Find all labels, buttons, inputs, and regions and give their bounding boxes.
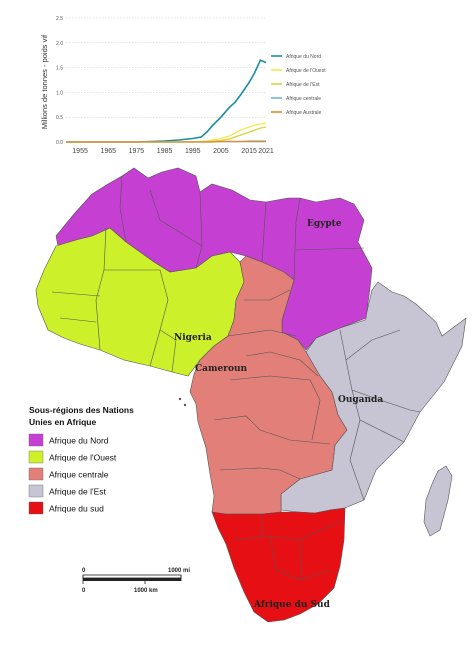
map-label-ouganda: Ouganda xyxy=(338,395,383,405)
chart-gridlines xyxy=(66,17,266,118)
map-label-nigeria: Nigeria xyxy=(174,333,212,343)
map-label-egypte: Egypte xyxy=(307,219,342,229)
chart-x-tick-label: 1975 xyxy=(129,148,145,155)
map-legend: Sous-régions des Nations Unies en Afriqu… xyxy=(28,405,134,515)
region-afrique-sud xyxy=(211,507,346,623)
scale-bar-km xyxy=(83,578,181,581)
madagascar xyxy=(423,465,453,537)
chart-x-tick-label: 1965 xyxy=(100,148,116,155)
chart-legend: Afrique du Nord Afrique de l'Ouest Afrique… xyxy=(271,54,326,116)
scale-zero-bottom: 0 xyxy=(82,588,86,594)
legend-item-label: Afrique de l'Est xyxy=(49,487,107,497)
legend-item-label: Afrique du Nord xyxy=(49,436,109,446)
chart-legend-label: Afrique Australe xyxy=(286,110,322,116)
chart-x-tick-label: 2015 xyxy=(241,148,257,155)
legend-item-label: Afrique du sud xyxy=(49,504,104,514)
scale-km-label: 1000 km xyxy=(134,588,158,594)
chart-series-line xyxy=(66,140,266,143)
africa-map: Egypte Nigeria Cameroun Ouganda Afrique … xyxy=(35,167,467,623)
chart-legend-label: Afrique centrale xyxy=(286,96,321,102)
chart-legend-label: Afrique de l'Ouest xyxy=(286,68,326,74)
chart-series-line xyxy=(66,126,267,143)
scale-mi-label: 1000 mi xyxy=(168,568,190,574)
scale-zero-top: 0 xyxy=(82,568,86,574)
chart-x-tick-label: 1955 xyxy=(72,148,88,155)
chart-x-tick-label: 1995 xyxy=(185,148,201,155)
chart-series-line xyxy=(66,122,267,143)
legend-title-line1: Sous-régions des Nations xyxy=(29,405,134,415)
island-dot xyxy=(183,403,187,407)
chart-y-tick-label: 2.5 xyxy=(56,16,63,22)
chart-legend-label: Afrique de l'Est xyxy=(286,82,320,88)
chart-y-tick-labels: 0.0 0.5 1.0 1.5 2.0 2.5 xyxy=(56,16,63,146)
chart-legend-label: Afrique du Nord xyxy=(286,54,321,60)
chart-x-tick-label: 2005 xyxy=(213,148,229,155)
chart-x-tick-label: 1985 xyxy=(157,148,173,155)
chart-x-tick-label: 2021 xyxy=(258,148,274,155)
legend-swatch xyxy=(28,433,44,447)
country-borders xyxy=(51,175,421,581)
chart-series-lines xyxy=(66,59,267,143)
chart-series-line xyxy=(66,59,267,143)
map-label-cameroun: Cameroun xyxy=(195,364,248,374)
chart-y-tick-label: 1.5 xyxy=(56,66,63,72)
legend-swatch xyxy=(28,467,44,481)
chart-y-axis-label: Millions de tonnes - poids vif xyxy=(40,34,49,129)
legend-item-label: Afrique centrale xyxy=(49,470,109,480)
chart-y-tick-label: 1.0 xyxy=(56,90,63,96)
chart-y-tick-label: 0.5 xyxy=(56,115,63,121)
island-dot xyxy=(178,397,182,401)
map-label-afrique-du-sud: Afrique du Sud xyxy=(253,600,331,610)
legend-items: Afrique du Nord Afrique de l'Ouest Afrique… xyxy=(28,433,117,515)
legend-item-label: Afrique de l'Ouest xyxy=(49,453,117,463)
production-line-chart: 0.0 0.5 1.0 1.5 2.0 2.5 1955 1965 1975 1985 1995 2… xyxy=(40,16,326,155)
scale-bar: 0 1000 mi 0 1000 km xyxy=(82,568,190,594)
scale-bar-mi xyxy=(82,574,182,579)
chart-y-tick-label: 0.0 xyxy=(56,140,63,146)
legend-swatch xyxy=(28,450,44,464)
legend-swatch xyxy=(28,484,44,498)
legend-title-line2: Unies en Afrique xyxy=(29,417,96,427)
chart-y-tick-label: 2.0 xyxy=(56,41,63,47)
chart-x-tick-labels: 1955 1965 1975 1985 1995 2005 2015 2021 xyxy=(72,148,274,155)
legend-swatch xyxy=(28,501,44,515)
